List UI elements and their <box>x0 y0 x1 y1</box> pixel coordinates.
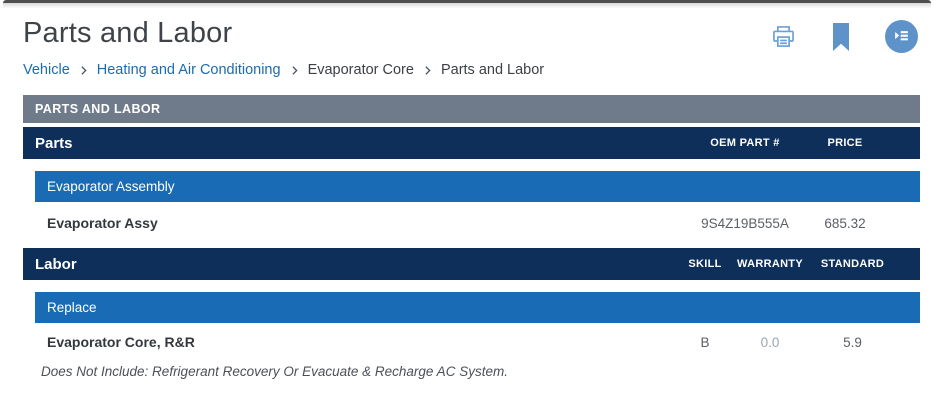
table-row: Evaporator Core, R&R B 0.0 5.9 <box>23 323 920 361</box>
bookmark-button[interactable] <box>827 22 855 51</box>
indent-list-icon <box>892 26 911 48</box>
part-price: 685.32 <box>824 215 866 231</box>
breadcrumb: Vehicle Heating and Air Conditioning Eva… <box>23 62 934 78</box>
chevron-right-icon <box>77 64 90 77</box>
page-header: Parts and Labor <box>0 8 934 53</box>
column-header-skill: SKILL <box>688 258 722 270</box>
chevron-right-icon <box>421 64 434 77</box>
column-header-price: PRICE <box>827 137 863 149</box>
quick-access-button[interactable] <box>885 20 918 53</box>
part-name: Evaporator Assy <box>47 215 158 231</box>
bookmark-icon <box>829 22 853 51</box>
column-header-standard: STANDARD <box>820 258 885 270</box>
chevron-right-icon <box>288 64 301 77</box>
header-actions <box>769 16 920 53</box>
breadcrumb-item-parts-and-labor: Parts and Labor <box>440 62 545 78</box>
page-title: Parts and Labor <box>23 17 233 49</box>
column-header-warranty: WARRANTY <box>737 258 803 270</box>
print-button[interactable] <box>769 23 797 51</box>
table-row: Evaporator Assy 9S4Z19B555A 685.32 <box>23 202 920 244</box>
labor-header-title: Labor <box>35 255 77 273</box>
section-header-parts-and-labor: PARTS AND LABOR <box>23 95 920 123</box>
window-top-edge <box>3 0 931 3</box>
labor-exclusion-note: Does Not Include: Refrigerant Recovery O… <box>41 364 508 379</box>
part-oem-number: 9S4Z19B555A <box>701 215 789 231</box>
printer-icon <box>770 23 797 50</box>
parts-header-row: Parts OEM PART # PRICE <box>23 127 920 159</box>
group-header-replace: Replace <box>35 292 920 323</box>
labor-warranty-value: 0.0 <box>760 334 780 350</box>
parts-header-title: Parts <box>35 134 73 152</box>
labor-header-row: Labor SKILL WARRANTY STANDARD <box>23 248 920 280</box>
breadcrumb-item-vehicle[interactable]: Vehicle <box>23 62 70 78</box>
group-header-evaporator-assembly: Evaporator Assembly <box>35 171 920 202</box>
breadcrumb-item-evaporator-core: Evaporator Core <box>307 62 414 78</box>
parts-and-labor-table: PARTS AND LABOR Parts OEM PART # PRICE E… <box>23 95 920 393</box>
labor-standard-value: 5.9 <box>843 334 862 350</box>
breadcrumb-item-heating-and-air-conditioning[interactable]: Heating and Air Conditioning <box>96 62 281 78</box>
column-header-oem-part: OEM PART # <box>710 137 780 149</box>
window-top-shadow <box>3 3 931 8</box>
labor-operation-name: Evaporator Core, R&R <box>47 334 195 350</box>
labor-skill-value: B <box>700 334 710 350</box>
